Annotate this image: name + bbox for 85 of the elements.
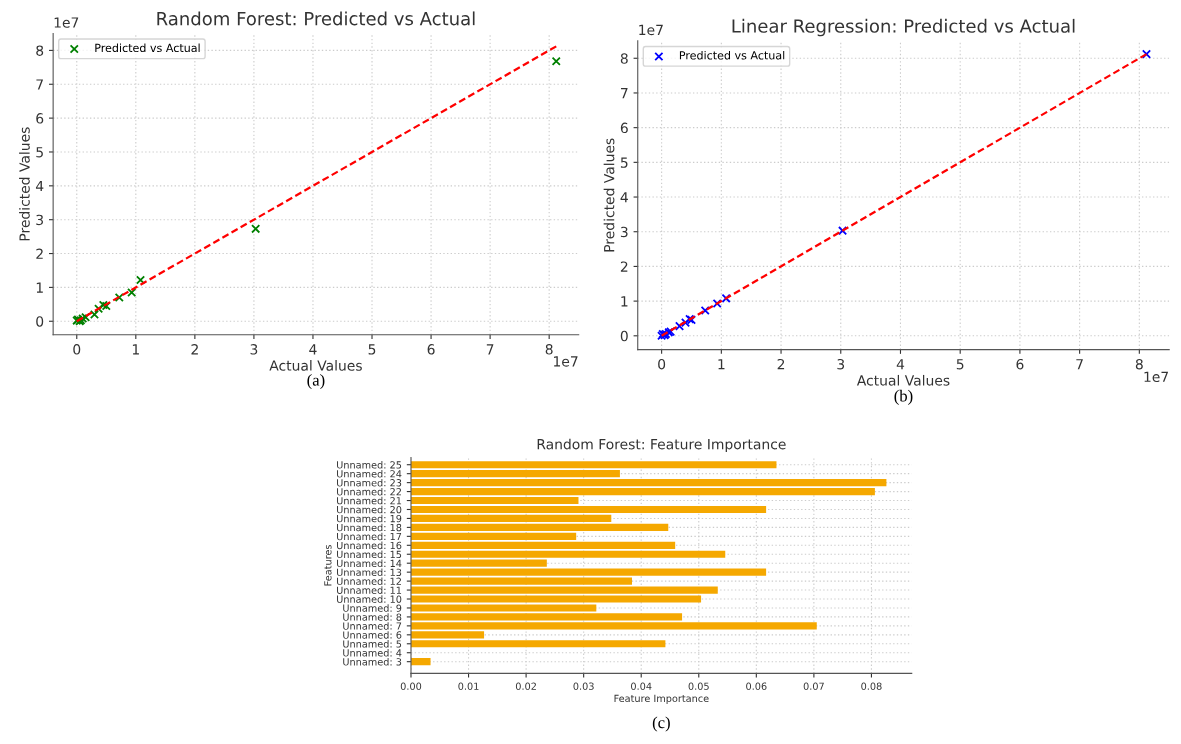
y-tick-label: 7 (621, 88, 628, 99)
y-tick-label: 2 (36, 248, 43, 259)
text: 1e7 (1144, 371, 1168, 383)
x-tick-label: 0 (658, 358, 666, 370)
y-tick-label: Unnamed: 12 (337, 577, 401, 585)
text: 1e7 (554, 356, 578, 367)
x-axis-title: Actual Values (269, 360, 362, 371)
legend-label: Predicted vs Actual (679, 50, 785, 60)
y-tick-label: 4 (620, 192, 628, 203)
x-tick-label: 7 (486, 344, 494, 355)
y-tick-label: 0 (620, 330, 628, 342)
y-tick-label: Unnamed: 9 (343, 604, 402, 612)
x-axis-title: Feature Importance (614, 694, 709, 704)
x-tick-label: 0.08 (861, 682, 882, 690)
y-axis-title: Features (324, 545, 332, 586)
y-tick-label: Unnamed: 18 (337, 523, 402, 532)
legend-label: Predicted vs Actual (95, 43, 200, 53)
x-tick-label: 4 (896, 359, 905, 370)
y-tick-label: Unnamed: 7 (343, 622, 402, 630)
y-tick-label: Unnamed: 10 (337, 595, 402, 603)
x-tick-label: 6 (1016, 358, 1024, 370)
x-tick-label: 0.01 (458, 682, 479, 690)
x-tick-label: 5 (956, 359, 964, 370)
x-tick-label: 0 (73, 344, 81, 355)
y-tick-label: Unnamed: 24 (337, 469, 402, 478)
y-axis-title: Predicted Values (19, 127, 30, 241)
x-tick-label: 0.05 (688, 682, 709, 690)
y-tick-label: 8 (620, 53, 628, 64)
text: (c) (652, 716, 670, 732)
y-tick-label: Unnamed: 23 (337, 478, 402, 487)
y-tick-label: 0 (36, 316, 44, 327)
x-tick-label: 3 (250, 344, 258, 355)
y-tick-label: Unnamed: 20 (337, 505, 402, 514)
y-tick-label: Unnamed: 8 (343, 613, 402, 621)
y-tick-label: Unnamed: 22 (337, 487, 401, 496)
y-tick-label: 1 (36, 282, 43, 293)
x-axis-title: Actual Values (856, 374, 950, 386)
text: 1e7 (54, 17, 79, 28)
y-tick-label: 7 (36, 79, 43, 90)
y-tick-label: 2 (620, 261, 628, 272)
y-axis-title: Predicted Values (603, 138, 615, 252)
x-tick-label: 6 (427, 344, 435, 355)
y-tick-label: 4 (35, 180, 44, 192)
x-tick-label: 0.06 (746, 682, 767, 690)
y-tick-label: Unnamed: 17 (337, 532, 402, 541)
x-tick-label: 0.02 (515, 682, 536, 690)
x-tick-label: 7 (1076, 359, 1083, 370)
x-tick-label: 8 (545, 344, 553, 355)
y-tick-label: Unnamed: 4 (343, 649, 402, 657)
x-tick-label: 0.04 (631, 682, 652, 690)
x-tick-label: 0.00 (400, 682, 422, 690)
y-tick-label: Unnamed: 13 (337, 568, 402, 576)
y-tick-label: Unnamed: 14 (337, 559, 402, 568)
chart-title: Random Forest: Feature Importance (537, 438, 786, 453)
y-tick-label: 6 (620, 122, 628, 134)
chart-title: Linear Regression: Predicted vs Actual (732, 18, 1075, 37)
y-tick-label: Unnamed: 19 (337, 514, 402, 523)
y-tick-label: 5 (36, 147, 43, 158)
y-tick-label: Unnamed: 25 (337, 461, 402, 469)
y-tick-label: 5 (620, 157, 628, 168)
y-tick-label: 6 (36, 113, 44, 124)
y-tick-label: Unnamed: 21 (337, 496, 402, 505)
y-tick-label: 3 (620, 226, 628, 238)
x-tick-label: 3 (837, 358, 845, 370)
x-tick-label: 8 (1135, 358, 1143, 370)
y-tick-label: 1 (621, 296, 628, 307)
y-tick-label: Unnamed: 5 (343, 640, 402, 648)
text: 1e7 (639, 24, 663, 36)
y-tick-label: Unnamed: 6 (343, 631, 402, 639)
text: (a) (307, 373, 325, 390)
y-tick-label: Unnamed: 15 (337, 550, 402, 559)
x-tick-label: 2 (191, 344, 198, 355)
x-tick-label: 0.03 (573, 682, 594, 690)
y-tick-label: Unnamed: 3 (343, 657, 402, 666)
x-tick-label: 1 (718, 359, 725, 370)
y-tick-label: 8 (36, 45, 44, 56)
y-tick-label: 3 (36, 214, 43, 226)
x-tick-label: 0.07 (803, 682, 824, 690)
text: (b) (894, 389, 913, 405)
y-tick-label: Unnamed: 16 (337, 541, 402, 550)
chart-title: Random Forest: Predicted vs Actual (157, 11, 475, 26)
x-tick-label: 4 (309, 344, 317, 355)
x-tick-label: 2 (777, 358, 785, 370)
y-tick-label: Unnamed: 11 (337, 586, 402, 594)
x-tick-label: 1 (132, 344, 139, 355)
